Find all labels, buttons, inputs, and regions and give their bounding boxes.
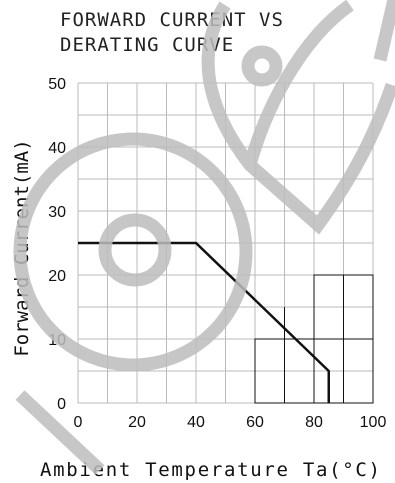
watermark-ring-inner xyxy=(98,213,172,287)
y-tick-label: 40 xyxy=(48,140,66,157)
x-tick-label: 60 xyxy=(246,414,264,431)
x-tick-label: 0 xyxy=(74,414,83,431)
series-layer xyxy=(78,241,330,403)
x-tick-label: 40 xyxy=(187,414,205,431)
y-tick-label: 20 xyxy=(48,268,66,285)
x-tick-label: 100 xyxy=(360,414,387,431)
y-tick-label: 30 xyxy=(48,204,66,221)
chart-title-line-2: DERATING CURVE xyxy=(60,34,235,56)
x-tick-label: 80 xyxy=(305,414,323,431)
y-tick-label: 0 xyxy=(57,396,66,413)
y-tick-label: 50 xyxy=(48,76,66,93)
x-tick-label: 20 xyxy=(128,414,146,431)
watermark-hook xyxy=(15,0,395,475)
watermark-ring-outer xyxy=(13,132,253,372)
x-axis-label: Ambient Temperature Ta(°C) xyxy=(40,459,380,481)
watermark-logo xyxy=(13,0,395,475)
series-line xyxy=(78,241,330,403)
